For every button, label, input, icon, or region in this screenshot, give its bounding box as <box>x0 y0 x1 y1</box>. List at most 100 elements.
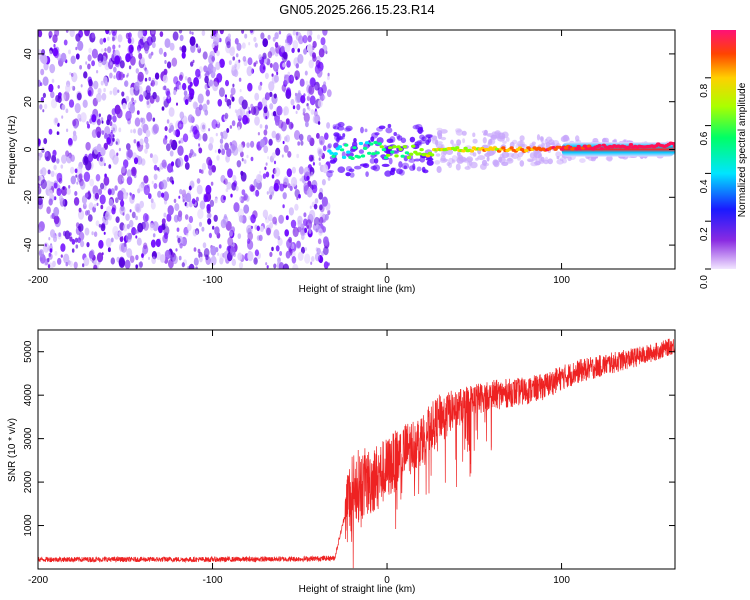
noise-speckle <box>142 213 149 223</box>
noise-speckle <box>306 225 309 229</box>
noise-speckle <box>292 263 299 269</box>
noise-speckle <box>179 188 183 195</box>
noise-speckle <box>105 211 110 220</box>
noise-speckle <box>122 102 127 110</box>
noise-speckle <box>259 138 266 148</box>
noise-speckle <box>94 192 99 200</box>
noise-speckle <box>282 263 290 269</box>
noise-speckle <box>47 264 51 269</box>
signal-ridge-point <box>419 148 424 152</box>
signal-ridge-point <box>411 144 416 148</box>
noise-speckle <box>202 242 207 249</box>
noise-speckle <box>271 174 275 179</box>
noise-speckle <box>196 178 201 184</box>
signal-halo <box>456 151 461 157</box>
noise-speckle <box>206 156 212 166</box>
noise-speckle <box>308 228 312 234</box>
noise-speckle <box>211 119 218 130</box>
noise-speckle <box>279 183 285 192</box>
signal-halo <box>475 157 479 161</box>
noise-speckle <box>182 199 185 203</box>
signal-ridge-point <box>362 146 368 150</box>
noise-speckle <box>227 33 231 39</box>
noise-speckle <box>122 177 125 182</box>
noise-speckle <box>53 43 56 48</box>
noise-speckle <box>272 36 276 42</box>
noise-speckle <box>48 35 52 39</box>
noise-speckle <box>152 154 159 165</box>
noise-speckle <box>144 137 149 144</box>
noise-speckle <box>278 30 282 35</box>
noise-speckle <box>43 103 48 110</box>
noise-speckle <box>154 72 160 80</box>
noise-speckle <box>146 100 150 105</box>
noise-speckle <box>202 103 208 113</box>
noise-speckle <box>126 149 131 158</box>
noise-speckle <box>283 89 286 93</box>
noise-speckle <box>64 230 71 240</box>
noise-speckle <box>71 85 74 90</box>
signal-ridge-point <box>352 146 357 150</box>
signal-halo <box>472 138 478 144</box>
noise-speckle <box>195 43 199 48</box>
signal-halo <box>455 129 464 136</box>
noise-speckle <box>307 134 312 143</box>
noise-speckle <box>110 188 115 196</box>
signal-halo <box>435 143 443 149</box>
noise-speckle <box>63 206 66 210</box>
signal-halo <box>464 166 471 170</box>
noise-speckle <box>101 92 107 101</box>
noise-speckle <box>319 93 325 102</box>
noise-speckle <box>178 84 183 90</box>
noise-speckle <box>265 115 268 120</box>
noise-speckle <box>118 44 121 48</box>
noise-speckle <box>150 239 156 248</box>
noise-speckle <box>324 132 329 140</box>
signal-ridge-point <box>469 149 475 153</box>
noise-speckle <box>279 251 283 256</box>
noise-speckle <box>285 118 290 125</box>
signal-halo <box>414 158 421 162</box>
noise-speckle <box>227 236 234 247</box>
noise-speckle <box>283 176 289 186</box>
noise-speckle <box>145 129 151 138</box>
noise-speckle <box>239 197 242 201</box>
noise-speckle <box>285 250 291 259</box>
signal-ridge-point <box>576 144 581 149</box>
noise-speckle <box>44 246 47 250</box>
noise-speckle <box>215 61 221 71</box>
noise-speckle <box>143 242 148 250</box>
noise-speckle <box>211 165 216 173</box>
noise-speckle <box>187 85 191 90</box>
noise-speckle <box>297 53 304 64</box>
noise-speckle <box>117 89 120 93</box>
noise-speckle <box>208 213 212 218</box>
noise-speckle <box>272 62 279 72</box>
noise-speckle <box>146 112 153 122</box>
noise-speckle <box>39 169 43 175</box>
colorbar-tick-label: 0.6 <box>699 131 710 145</box>
noise-speckle <box>99 194 106 205</box>
noise-speckle <box>70 166 75 174</box>
noise-speckle <box>243 193 248 201</box>
noise-speckle <box>189 149 194 156</box>
signal-halo <box>531 141 536 146</box>
noise-speckle <box>144 148 148 154</box>
noise-speckle <box>275 245 280 252</box>
noise-speckle <box>255 173 262 184</box>
noise-speckle <box>43 138 48 145</box>
signal-halo <box>567 156 572 162</box>
signal-halo <box>369 158 376 164</box>
noise-speckle <box>316 68 323 78</box>
noise-speckle <box>267 51 273 59</box>
noise-speckle <box>46 206 51 214</box>
signal-halo <box>483 132 488 136</box>
noise-speckle <box>200 122 207 133</box>
noise-speckle <box>40 179 47 190</box>
noise-speckle <box>53 196 57 201</box>
noise-speckle <box>322 145 327 152</box>
noise-speckle <box>278 262 284 269</box>
noise-speckle <box>282 62 286 68</box>
noise-speckle <box>196 184 203 195</box>
signal-ridge-point <box>400 154 405 158</box>
